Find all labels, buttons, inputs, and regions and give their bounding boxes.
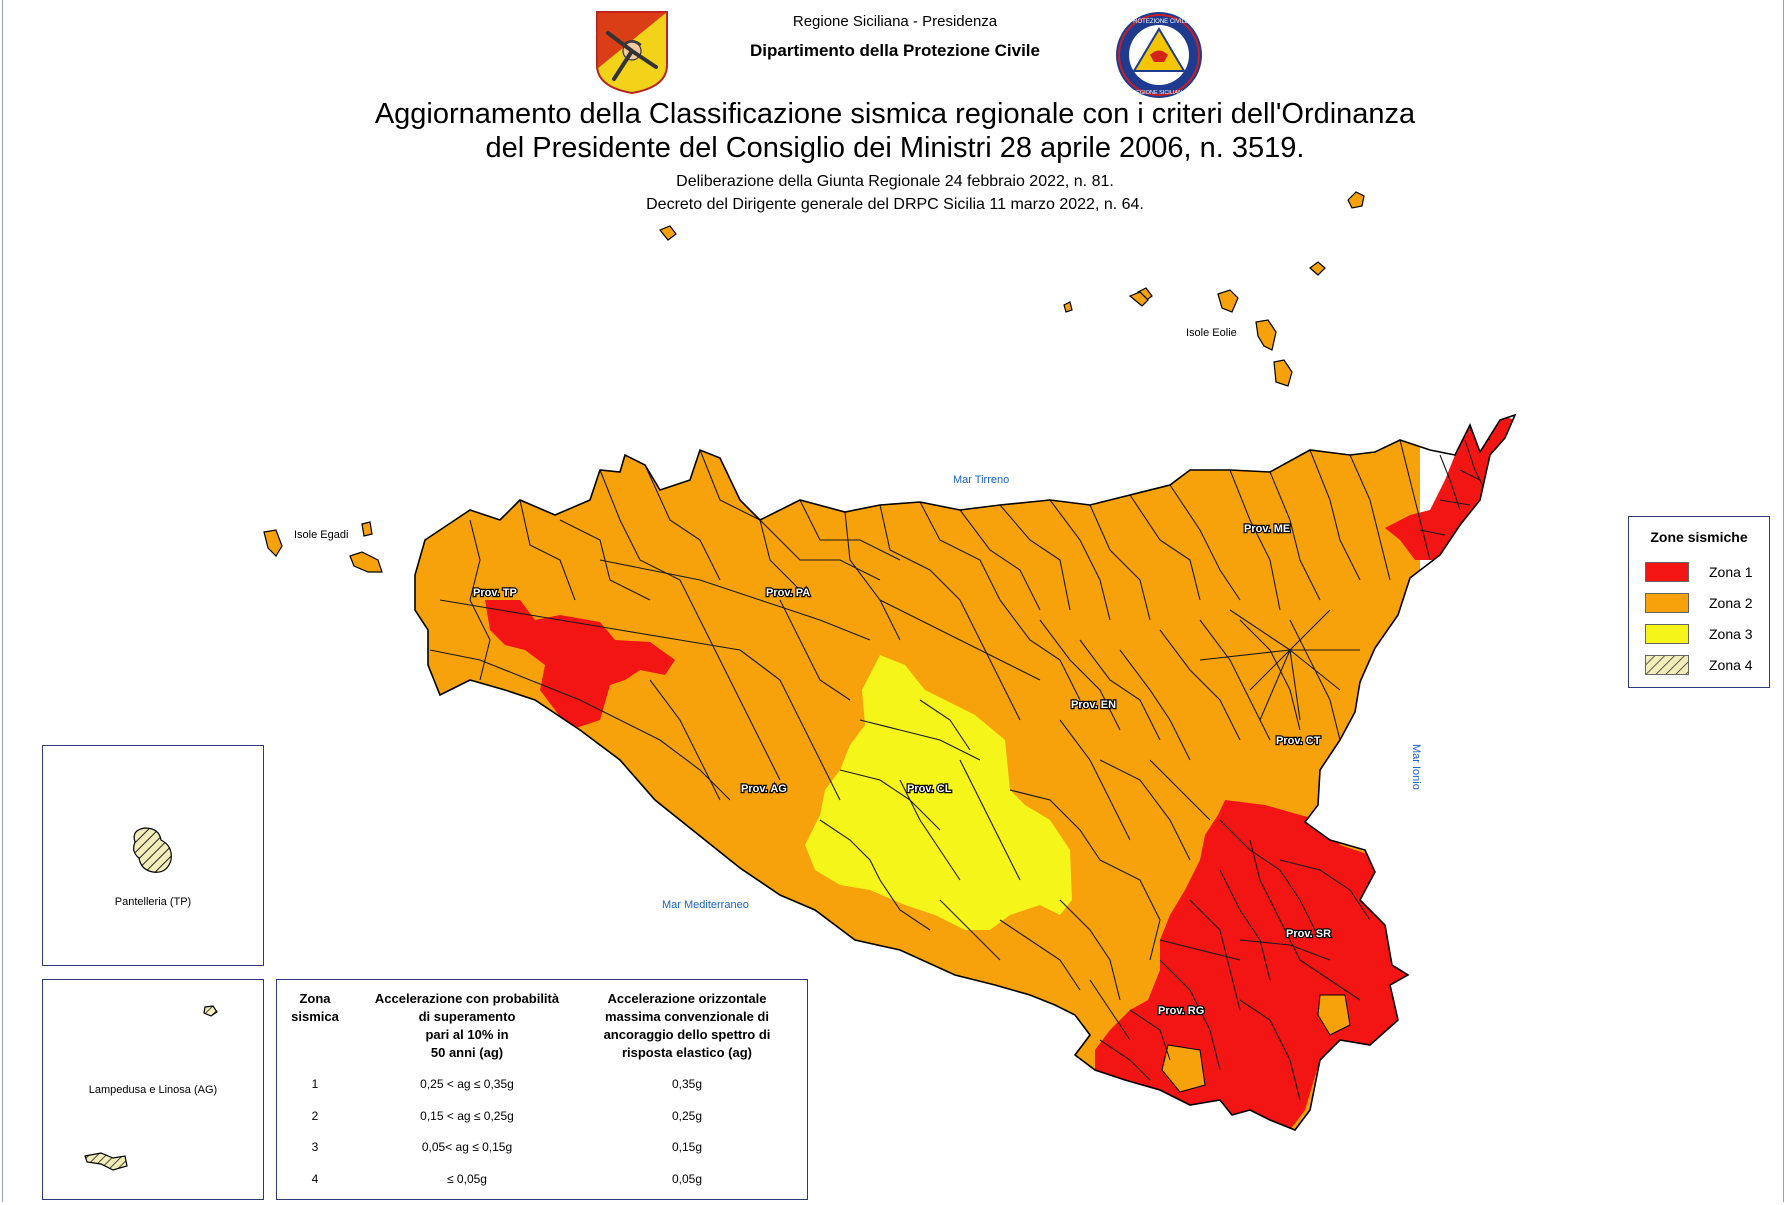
legend-item-zona4: Zona 4 — [1645, 655, 1765, 677]
map-title-line-2: del Presidente del Consiglio dei Ministr… — [485, 132, 1305, 164]
zona1-belice-valley — [485, 600, 675, 730]
table-cell-zone: 2 — [311, 1109, 319, 1123]
table-header-max-acceleration: Accelerazione orizzontale massima conven… — [577, 990, 797, 1062]
table-cell-max-acceleration: 0,05g — [671, 1172, 703, 1186]
legend-label-zona2: Zona 2 — [1709, 595, 1753, 611]
lampedusa-linosa-islands-icon — [84, 1005, 218, 1171]
table-header-zone-line: sismica — [291, 1009, 339, 1024]
province-label-sr: Prov. SR — [1286, 928, 1331, 940]
province-label-ag: Prov. AG — [741, 783, 787, 795]
acceleration-table: Zona sismica Accelerazione con probabili… — [276, 979, 808, 1200]
legend-label-zona3: Zona 3 — [1709, 626, 1753, 642]
aeolian-islands-label: Isole Eolie — [1186, 327, 1237, 339]
municipal-boundaries — [429, 429, 1491, 1101]
table-cell-max-acceleration: 0,35g — [671, 1077, 703, 1091]
table-cell-probability: 0,15 < ag ≤ 0,25g — [420, 1109, 514, 1123]
legend-item-zona2: Zona 2 — [1645, 593, 1765, 615]
header-department: Dipartimento della Protezione Civile — [749, 41, 1040, 60]
province-label-rg: Prov. RG — [1158, 1005, 1204, 1017]
inset-pantelleria: Pantelleria (TP) — [42, 745, 264, 966]
zona3-central — [805, 655, 1072, 930]
region-coat-of-arms-icon — [596, 11, 668, 95]
pantelleria-label: Pantelleria (TP) — [114, 896, 192, 908]
mediterranean-sea-label: Mar Mediterraneo — [662, 899, 749, 911]
aeolian-islands — [1063, 191, 1365, 387]
pantelleria-island-icon — [133, 827, 172, 873]
table-cell-max-acceleration: 0,25g — [671, 1109, 703, 1123]
map-title: Aggiornamento della Classificazione sism… — [250, 97, 1540, 165]
table-header-probability-line: Accelerazione con probabilità — [374, 991, 560, 1006]
table-cell-max-acceleration: 0,15g — [671, 1140, 703, 1154]
province-label-cl: Prov. CL — [907, 783, 952, 795]
legend-swatch-zona2 — [1645, 593, 1689, 613]
table-header-max-acceleration-line: massima convenzionale di — [604, 1009, 769, 1024]
table-header-zone-line: Zona — [299, 991, 331, 1006]
table-header-max-acceleration-line: Accelerazione orizzontale — [607, 991, 767, 1006]
province-label-en: Prov. EN — [1071, 699, 1116, 711]
table-header-zone: Zona sismica — [285, 990, 345, 1026]
province-label-me: Prov. ME — [1244, 523, 1290, 535]
legend-item-zona3: Zona 3 — [1645, 624, 1765, 646]
province-label-pa: Prov. PA — [766, 587, 810, 599]
ustica-island — [659, 225, 677, 241]
table-header-probability-line: 50 anni (ag) — [430, 1045, 504, 1060]
legend-swatch-zona1 — [1645, 562, 1689, 582]
table-header-max-acceleration-line: risposta elastico (ag) — [621, 1045, 753, 1060]
inset-lampedusa: Lampedusa e Linosa (AG) — [42, 979, 264, 1200]
legend-title: Zone sismiche — [1650, 529, 1748, 545]
table-cell-probability: ≤ 0,05g — [447, 1172, 487, 1186]
table-header-probability-line: pari al 10% in — [425, 1027, 509, 1042]
egadi-islands — [263, 521, 383, 573]
civil-protection-seal-icon: PROTEZIONE CIVILE REGIONE SICILIANA — [1116, 12, 1202, 98]
lampedusa-label: Lampedusa e Linosa (AG) — [88, 1084, 218, 1096]
egadi-islands-label: Isole Egadi — [294, 529, 348, 541]
seal-text-top: PROTEZIONE CIVILE — [1129, 19, 1189, 25]
province-label-ct: Prov. CT — [1276, 735, 1321, 747]
table-cell-zone: 4 — [311, 1172, 319, 1186]
table-header-probability-line: di superamento — [418, 1009, 516, 1024]
decree-line: Decreto del Dirigente generale del DRPC … — [646, 196, 1144, 213]
sicily-coastline — [414, 413, 1517, 1131]
table-cell-zone: 3 — [311, 1140, 319, 1154]
seal-text-bottom: REGIONE SICILIANA — [1132, 90, 1186, 96]
table-cell-zone: 1 — [311, 1077, 319, 1091]
ionian-sea-label: Mar Ionio — [1410, 744, 1422, 790]
table-header-probability: Accelerazione con probabilità di superam… — [357, 990, 577, 1062]
legend-item-zona1: Zona 1 — [1645, 562, 1765, 584]
province-label-tp: Prov. TP — [473, 587, 517, 599]
deliberation-line: Deliberazione della Giunta Regionale 24 … — [676, 173, 1114, 190]
zona1-messina-strait — [1385, 415, 1515, 560]
tyrrhenian-sea-label: Mar Tirreno — [953, 474, 1009, 486]
table-cell-probability: 0,25 < ag ≤ 0,35g — [420, 1077, 514, 1091]
seismic-zone-legend: Zone sismiche Zona 1 Zona 2 Zona 3 Zona … — [1628, 516, 1770, 688]
legend-swatch-zona3 — [1645, 624, 1689, 644]
map-title-line-1: Aggiornamento della Classificazione sism… — [374, 98, 1416, 130]
table-cell-probability: 0,05< ag ≤ 0,15g — [421, 1140, 513, 1154]
table-header-max-acceleration-line: ancoraggio dello spettro di — [603, 1027, 771, 1042]
header-organization: Regione Siciliana - Presidenza — [792, 13, 998, 30]
legend-swatch-zona4 — [1645, 655, 1689, 675]
legend-label-zona4: Zona 4 — [1709, 657, 1753, 673]
legend-label-zona1: Zona 1 — [1709, 564, 1753, 580]
